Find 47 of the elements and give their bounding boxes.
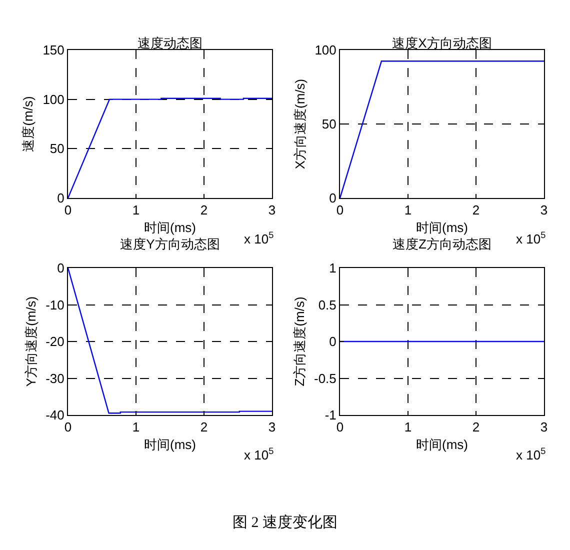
x-tick-label: 2 — [472, 202, 480, 218]
text: x 10$^{5}$ — [516, 230, 546, 246]
y-tick-label: -20 — [46, 334, 64, 350]
y-tick-label: 0.5 — [318, 297, 336, 312]
x-tick-label: 2 — [472, 420, 480, 435]
y-tick-label: 0 — [57, 190, 64, 206]
y-axis-title: 速度(m/s) — [20, 96, 36, 152]
x-tick-label: 3 — [540, 202, 548, 218]
x-tick-label: 2 — [200, 202, 208, 218]
text: x 10$^{5}$ — [244, 446, 274, 462]
y-tick-label: -1 — [324, 408, 336, 423]
y-tick-label: -0.5 — [314, 370, 336, 386]
chart-title: 速度动态图 — [138, 36, 202, 50]
y-axis-title: X方向速度(m/s) — [292, 78, 308, 170]
x-tick-label: 3 — [540, 420, 548, 435]
y-tick-label: 100 — [314, 42, 336, 58]
x-tick-label: 2 — [200, 420, 208, 435]
x-tick-label: 3 — [268, 202, 276, 218]
y-tick-label: 0 — [329, 190, 336, 206]
line-series — [68, 268, 272, 414]
y-tick-label: 0 — [57, 260, 64, 276]
y-axis-title: Y方向速度(m/s) — [24, 296, 39, 387]
x-tick-label: 1 — [132, 420, 140, 435]
x-axis-title: 时间(ms) — [144, 220, 196, 236]
y-tick-label: -40 — [46, 408, 64, 423]
y-tick-label: 0 — [329, 334, 336, 350]
x-tick-label: 1 — [404, 202, 412, 218]
x-axis-title: 时间(ms) — [416, 220, 468, 236]
y-axis-title: Z方向速度(m/s) — [292, 296, 307, 386]
chart-title: 速度Y方向动态图 — [120, 236, 220, 252]
chart-title: 速度X方向动态图 — [392, 36, 492, 50]
x-tick-label: 1 — [404, 420, 412, 435]
y-tick-label: 150 — [42, 42, 64, 58]
y-tick-label: 1 — [329, 260, 336, 276]
y-tick-label: 50 — [322, 116, 336, 132]
y-tick-label: -10 — [46, 297, 64, 312]
y-tick-label: 50 — [50, 141, 64, 156]
text: x 10$^{5}$ — [244, 230, 274, 246]
y-tick-label: 100 — [42, 92, 64, 107]
x-tick-label: 3 — [268, 420, 276, 435]
y-tick-label: -30 — [46, 370, 64, 386]
x-axis-title: 时间(ms) — [144, 437, 196, 452]
text: x 10$^{5}$ — [516, 446, 546, 462]
caption: 图 2 速度变化图 — [232, 513, 338, 532]
x-axis-title: 时间(ms) — [416, 437, 468, 452]
x-tick-label: 1 — [132, 202, 140, 218]
chart-title: 速度Z方向动态图 — [392, 236, 492, 252]
